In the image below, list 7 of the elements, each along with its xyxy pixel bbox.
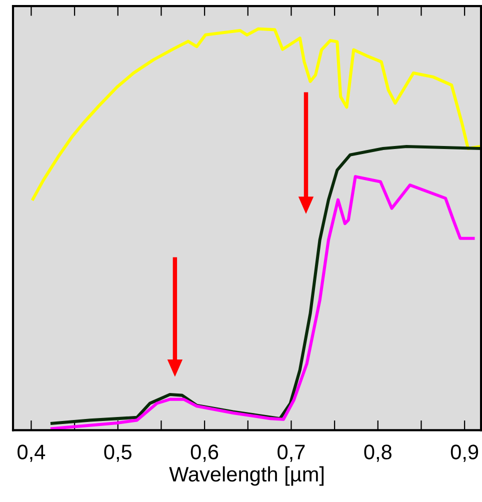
x-tick-label: 0,5 [104,444,132,462]
x-tick-label: 0,8 [364,444,392,462]
x-tick-label: 0,4 [18,444,46,462]
x-tick-label: 0,6 [190,444,218,462]
x-axis-title: Wavelength [µm] [169,466,324,486]
x-tick-label: 0,7 [278,444,305,462]
x-tick-label: 0,9 [450,444,478,462]
